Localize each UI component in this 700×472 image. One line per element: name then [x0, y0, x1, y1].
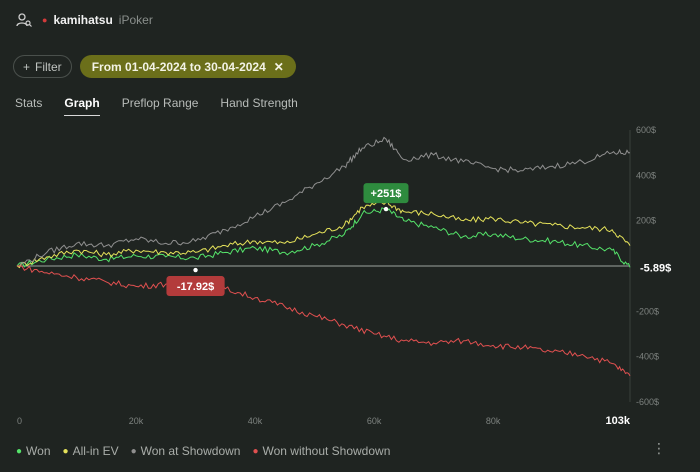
legend-item-all-in-ev[interactable]: ● All-in EV	[63, 444, 119, 458]
series-line-all-in-ev	[16, 200, 631, 269]
date-range-chip[interactable]: From 01-04-2024 to 30-04-2024 ✕	[79, 55, 296, 78]
user-search-icon[interactable]	[16, 12, 32, 28]
chart-grid	[17, 130, 631, 402]
legend-label: Won without Showdown	[262, 444, 391, 458]
status-dot-icon: ●	[42, 15, 48, 25]
plus-icon: +	[23, 59, 31, 74]
chart-annotations: +251$ -17.92$	[166, 183, 409, 297]
tab-bar: Stats Graph Preflop Range Hand Strength	[15, 96, 298, 116]
legend-dot-icon: ●	[130, 445, 137, 457]
y-tick-label: -600$	[636, 397, 659, 407]
x-tick-label: 80k	[486, 416, 501, 426]
more-vertical-icon[interactable]: ⋮	[652, 440, 666, 456]
legend-dot-icon: ●	[62, 445, 69, 457]
chart-legend: ● Won ● All-in EV ● Won at Showdown ● Wo…	[16, 444, 390, 458]
legend-item-won[interactable]: ● Won	[16, 444, 51, 458]
tab-graph[interactable]: Graph	[64, 96, 100, 116]
close-icon[interactable]: ✕	[273, 59, 284, 74]
legend-item-won-without-showdown[interactable]: ● Won without Showdown	[252, 444, 390, 458]
y-tick-label: -200$	[636, 306, 659, 316]
tab-hand-strength[interactable]: Hand Strength	[220, 96, 298, 110]
date-range-label: From 01-04-2024 to 30-04-2024	[91, 59, 266, 74]
annotation-point	[193, 267, 198, 273]
annotation-badge	[166, 276, 225, 297]
legend-label: All-in EV	[72, 444, 119, 458]
series-line-won-at-showdown	[16, 136, 631, 267]
x-tick-label: 40k	[248, 416, 263, 426]
tab-stats[interactable]: Stats	[15, 96, 43, 110]
x-tick-label: 0	[17, 416, 22, 426]
legend-label: Won	[26, 444, 51, 458]
annotation-point	[383, 206, 389, 212]
series-line-won	[16, 207, 631, 268]
filter-bar: + Filter From 01-04-2024 to 30-04-2024 ✕	[13, 55, 296, 78]
tab-preflop-range[interactable]: Preflop Range	[121, 96, 199, 110]
chart-series	[16, 136, 631, 377]
y-tick-label: 200$	[636, 216, 656, 226]
final-value-label: -5.89$	[640, 262, 671, 274]
header: ● kamihatsu iPoker	[16, 10, 153, 30]
x-tick-label: 60k	[367, 416, 382, 426]
legend-label: Won at Showdown	[140, 444, 241, 458]
chart-axes: 600$ 400$ 200$ -200$ -400$ -600$ 0 20k 40k 60k 80k…	[17, 125, 671, 427]
annotation-label: -17.92$	[177, 281, 214, 293]
legend-dot-icon: ●	[252, 445, 259, 457]
y-tick-label: 400$	[636, 170, 656, 180]
username: kamihatsu	[53, 13, 113, 27]
y-tick-label: 600$	[636, 125, 656, 135]
profit-graph[interactable]: 600$ 400$ 200$ -200$ -400$ -600$ 0 20k 40k 60k 80k…	[0, 120, 700, 432]
filter-button[interactable]: + Filter	[13, 55, 72, 78]
filter-label: Filter	[35, 59, 62, 74]
series-line-won-without-showdown	[17, 265, 631, 377]
annotation-label: +251$	[371, 188, 402, 200]
y-tick-label: -400$	[636, 352, 659, 362]
site-name: iPoker	[118, 13, 153, 27]
annotation-badge	[363, 183, 409, 204]
x-tick-label: 20k	[129, 416, 144, 426]
legend-item-won-at-showdown[interactable]: ● Won at Showdown	[131, 444, 241, 458]
x-end-label: 103k	[606, 415, 631, 427]
legend-dot-icon: ●	[16, 445, 23, 457]
